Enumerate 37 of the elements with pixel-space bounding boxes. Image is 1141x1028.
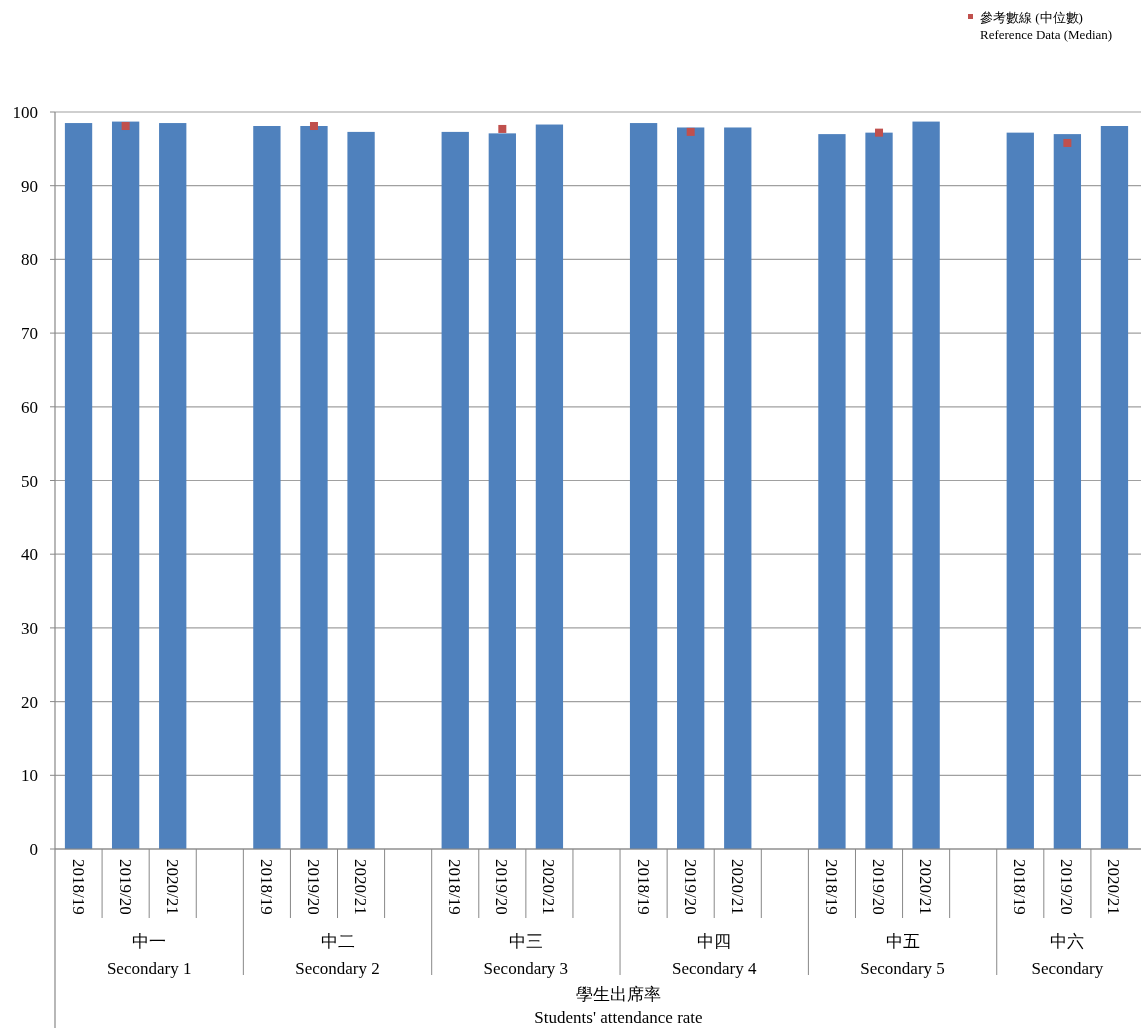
y-tick-label: 50	[21, 471, 38, 491]
y-tick-label: 20	[21, 692, 38, 712]
x-axis-title: 學生出席率 Students' attendance rate	[534, 985, 703, 1027]
x-tick-label: 2019/20	[303, 859, 323, 915]
x-tick-label: 2018/19	[633, 859, 653, 915]
x-tick-label: 2020/21	[916, 859, 936, 915]
y-tick-label: 0	[29, 840, 38, 859]
legend-label: 參考數線 (中位數) Reference Data (Median)	[980, 10, 1113, 42]
x-tick-label: 2020/21	[539, 859, 559, 915]
y-tick-label: 80	[21, 250, 38, 270]
y-tick-label: 100	[12, 103, 38, 122]
text: 中四 Secondary 4	[671, 932, 757, 978]
x-tick-label: 2018/19	[1010, 859, 1030, 915]
x-tick-label: 2018/19	[256, 859, 276, 915]
text: 中一 Secondary 1	[106, 932, 192, 978]
x-tick-label: 2020/21	[351, 859, 371, 915]
text: 中六 Secondary	[1031, 932, 1104, 978]
x-tick-label: 2018/19	[821, 859, 841, 915]
x-tick-label: 2018/19	[68, 859, 88, 915]
x-tick-label: 2019/20	[492, 859, 512, 915]
text: 中三 Secondary 3	[483, 932, 569, 978]
y-tick-label: 30	[21, 618, 38, 638]
text: 中五 Secondary 5	[860, 932, 945, 978]
y-tick-label: 90	[21, 176, 38, 196]
x-tick-label: 2020/21	[162, 859, 182, 915]
x-tick-label: 2019/20	[115, 859, 135, 915]
y-tick-label: 10	[21, 766, 38, 786]
x-tick-label: 2020/21	[727, 859, 747, 915]
text: 中二 Secondary 2	[295, 932, 380, 978]
x-tick-label: 2018/19	[445, 859, 465, 915]
x-tick-label: 2019/20	[1057, 859, 1077, 915]
y-tick-label: 60	[21, 397, 38, 417]
x-tick-label: 2020/21	[1104, 859, 1124, 915]
x-tick-label: 2019/20	[869, 859, 889, 915]
y-tick-label: 70	[21, 324, 38, 344]
x-tick-label: 2019/20	[680, 859, 700, 915]
y-tick-label: 40	[21, 545, 38, 565]
